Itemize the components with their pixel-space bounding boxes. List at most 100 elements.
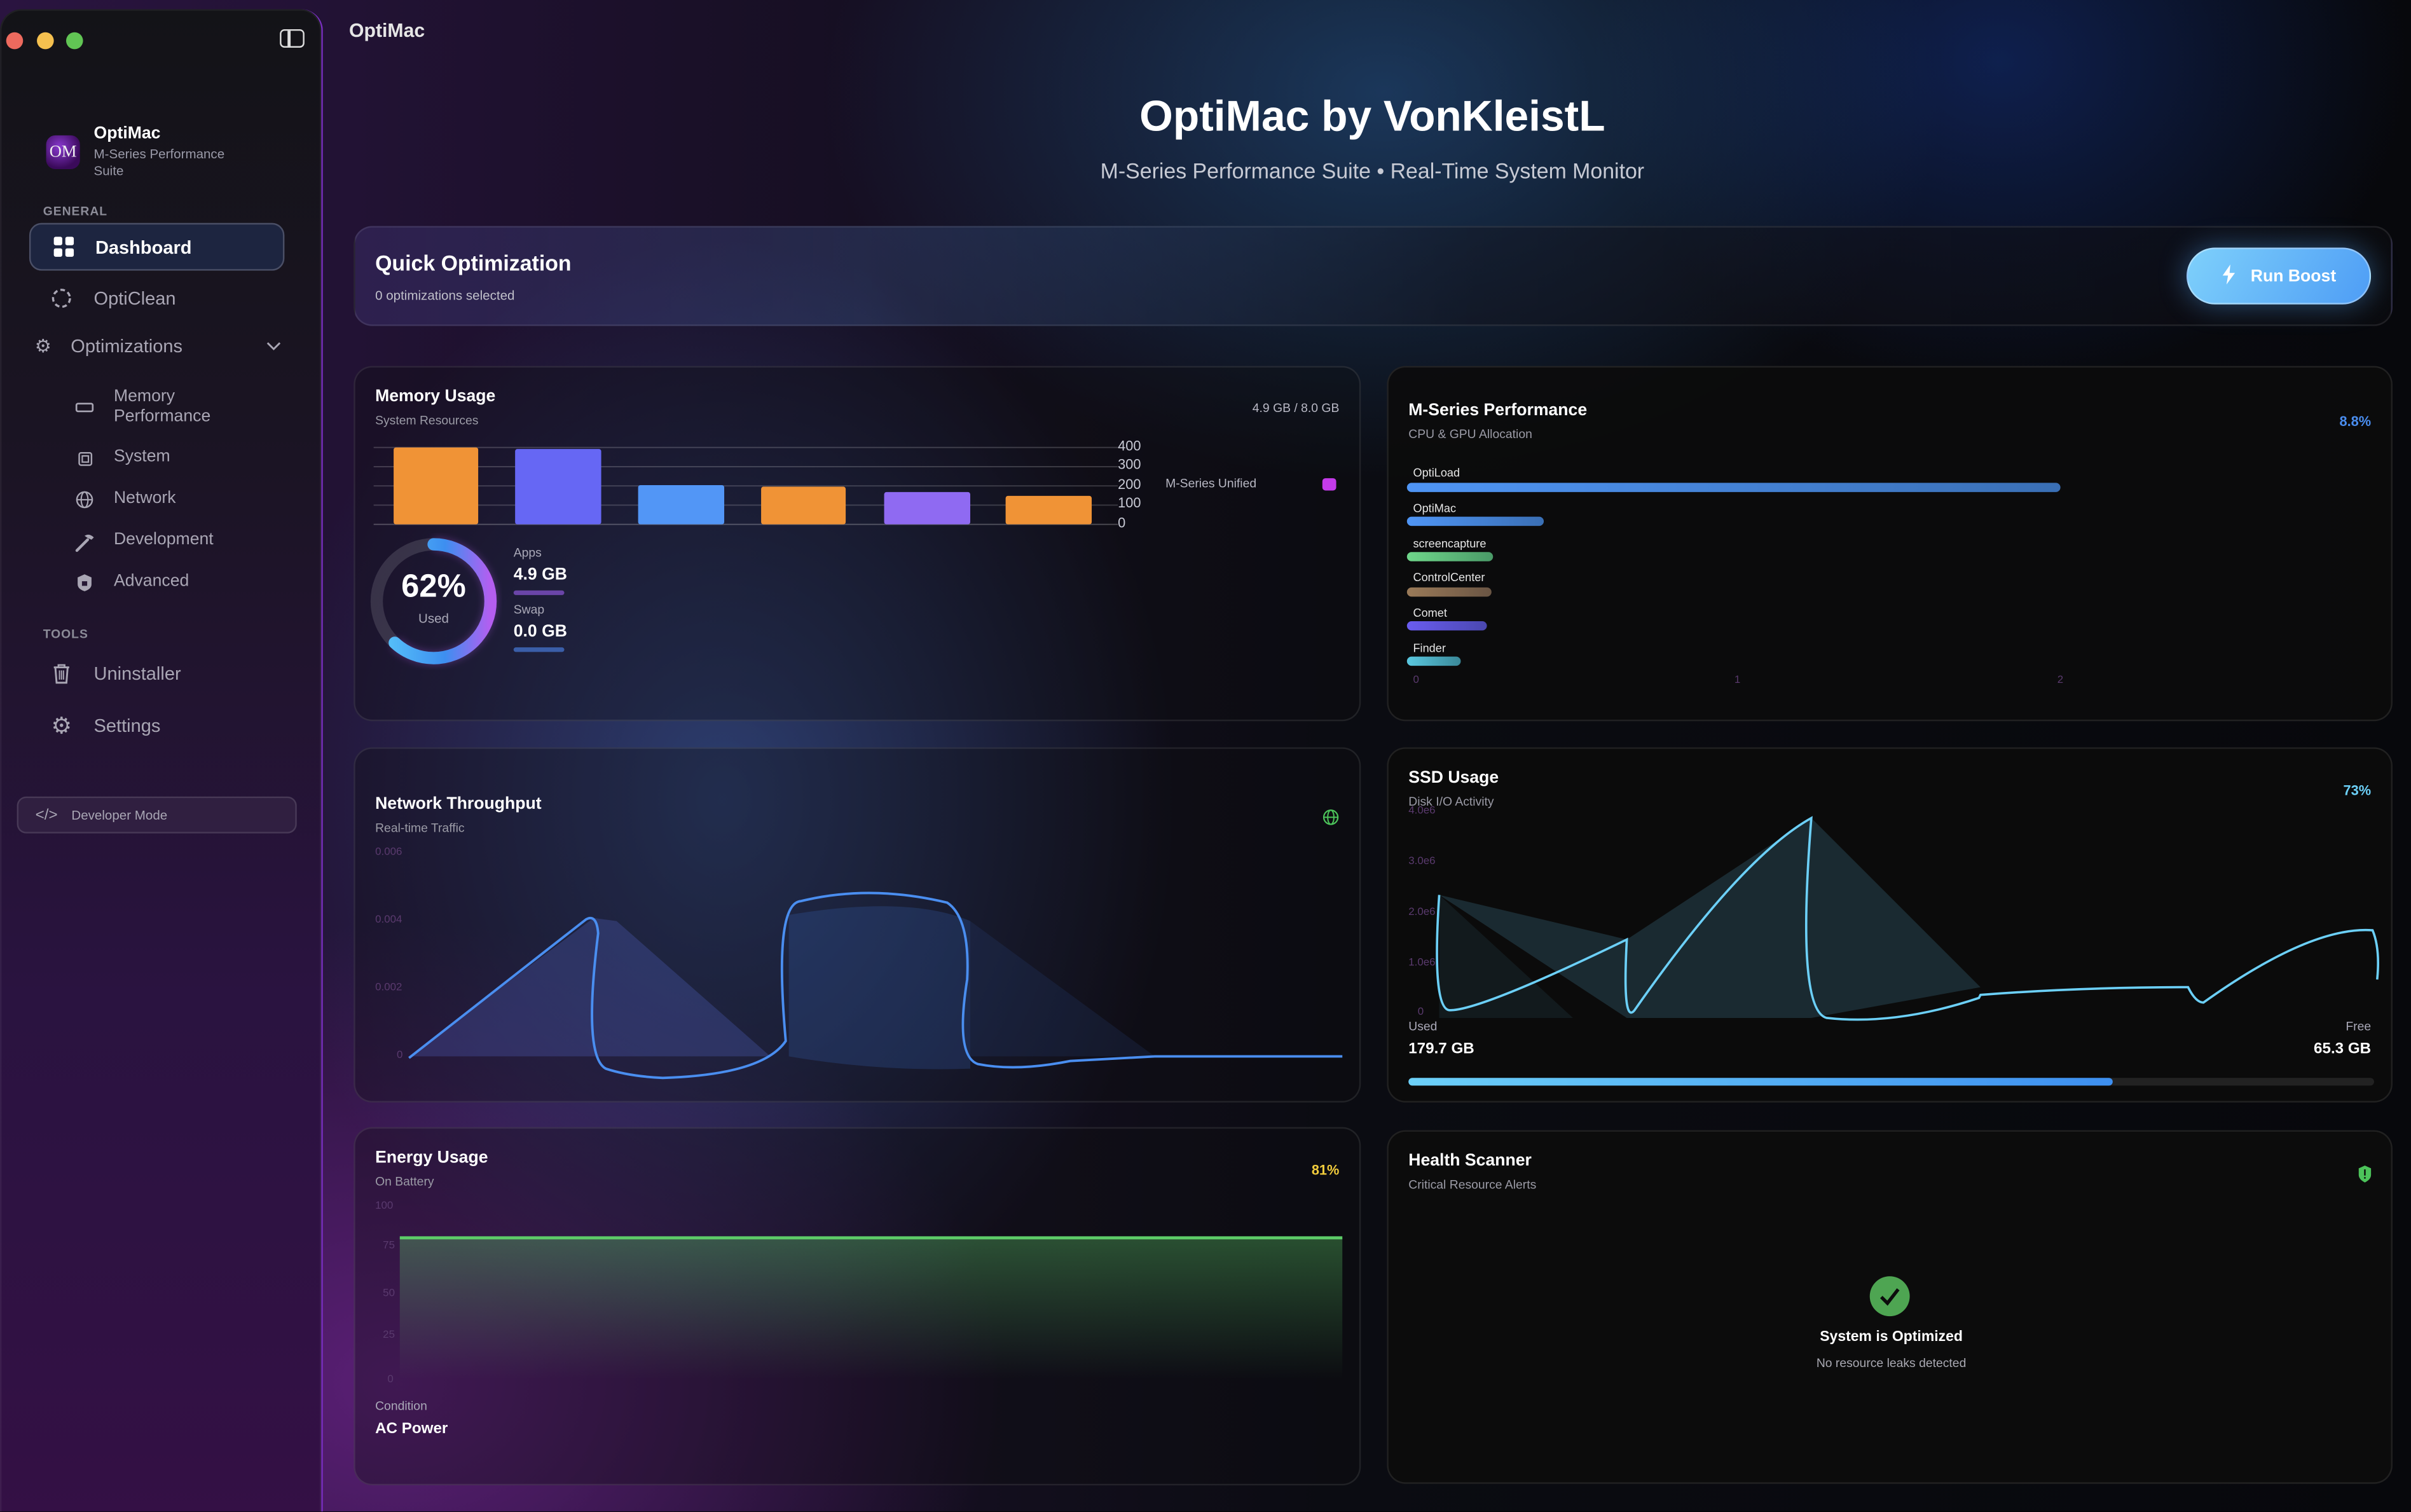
memory-bar-chart <box>373 446 1118 525</box>
sidebar: OM OptiMac M-Series Performance Suite GE… <box>0 9 323 1512</box>
process-label: Finder <box>1413 641 1446 656</box>
check-circle-icon <box>1869 1276 1910 1324</box>
process-bar-comet <box>1406 621 1487 631</box>
y-tick: 3.0e6 <box>1408 856 1436 867</box>
sidebar-subitem-label: System <box>113 447 170 466</box>
sidebar-subitem-system[interactable]: System <box>74 448 170 469</box>
process-label: OptiLoad <box>1413 465 1460 480</box>
sidebar-subitem-label: Memory Performance <box>113 387 211 426</box>
zoom-window-button[interactable] <box>65 32 83 50</box>
condition-value: AC Power <box>375 1420 448 1438</box>
minimize-window-button[interactable] <box>37 32 54 50</box>
apps-bar <box>513 590 565 595</box>
ssd-subtitle: Disk I/O Activity <box>1408 795 1494 809</box>
page-title: OptiMac by VonKleistL <box>1139 92 1605 141</box>
sidebar-item-optimizations[interactable]: ⚙ Optimizations <box>12 321 296 369</box>
brand-name: OptiMac <box>93 124 161 143</box>
gear-icon: ⚙ <box>51 712 72 739</box>
m-series-performance-card: M-Series Performance CPU & GPU Allocatio… <box>1387 366 2393 722</box>
memory-percent: 62% <box>401 568 466 605</box>
ssd-used-value: 179.7 GB <box>1408 1041 1474 1058</box>
page-subtitle: M-Series Performance Suite • Real-Time S… <box>1100 158 1645 183</box>
dashed-circle-icon <box>49 285 74 310</box>
quick-optimization-card: Quick Optimization 0 optimizations selec… <box>354 226 2393 326</box>
y-tick: 25 <box>383 1330 395 1341</box>
grid-icon <box>51 235 76 259</box>
process-label: screencapture <box>1413 537 1487 551</box>
x-tick: 1 <box>1734 675 1741 686</box>
ssd-free-label: Free <box>2346 1019 2372 1034</box>
gears-icon: ⚙ <box>34 334 52 356</box>
ssd-area-chart <box>1436 816 2379 1021</box>
memory-usage-card: Memory Usage System Resources 4.9 GB / 8… <box>354 366 1361 722</box>
developer-mode-button[interactable]: </> Developer Mode <box>17 796 297 834</box>
code-icon: </> <box>35 806 58 824</box>
sidebar-item-uninstaller[interactable]: Uninstaller <box>29 649 284 697</box>
sidebar-subitem-memory-performance[interactable]: Memory Performance <box>74 387 237 427</box>
y-tick: 4.0e6 <box>1408 806 1436 817</box>
condition-label: Condition <box>375 1399 427 1413</box>
y-tick: 400 <box>1118 438 1141 454</box>
brand-subtitle: M-Series Performance Suite <box>93 146 225 178</box>
memory-legend-label: M-Series Unified <box>1165 476 1257 491</box>
y-tick: 100 <box>375 1200 394 1212</box>
sidebar-item-opticlean[interactable]: OptiClean <box>29 273 284 321</box>
process-bar-optimac <box>1406 516 1544 526</box>
performance-title: M-Series Performance <box>1408 401 1588 420</box>
run-boost-label: Run Boost <box>2250 266 2337 285</box>
developer-mode-label: Developer Mode <box>71 807 168 823</box>
process-label: OptiMac <box>1413 501 1457 516</box>
bolt-icon <box>2222 263 2236 289</box>
swap-value: 0.0 GB <box>513 622 568 642</box>
chevron-down-icon[interactable] <box>266 334 281 355</box>
health-status-subtitle: No resource leaks detected <box>1816 1356 1967 1370</box>
trash-icon <box>49 661 74 685</box>
energy-percent: 81% <box>1311 1162 1340 1178</box>
window-title: OptiMac <box>348 20 425 42</box>
memory-total: 4.9 GB / 8.0 GB <box>1252 401 1340 415</box>
energy-area-fill <box>399 1237 1343 1380</box>
ssd-used-label: Used <box>1408 1019 1438 1034</box>
sidebar-item-label: Dashboard <box>95 236 192 258</box>
process-bar-screencapture <box>1406 552 1494 561</box>
sidebar-item-label: OptiClean <box>93 287 176 308</box>
apps-value: 4.9 GB <box>513 565 568 584</box>
health-subtitle: Critical Resource Alerts <box>1408 1178 1537 1192</box>
memory-subtitle: System Resources <box>375 413 479 428</box>
y-tick: 100 <box>1118 495 1141 511</box>
ssd-usage-card: SSD Usage Disk I/O Activity 73% 4.0e6 3.… <box>1387 747 2393 1103</box>
y-tick: 0.002 <box>375 982 402 994</box>
process-bar-controlcenter <box>1406 587 1492 597</box>
sidebar-subitem-development[interactable]: Development <box>74 530 214 552</box>
sidebar-subitem-label: Network <box>113 489 176 508</box>
sidebar-subitem-label: Advanced <box>113 572 189 591</box>
sidebar-toggle-icon[interactable] <box>280 29 305 48</box>
health-status-title: System is Optimized <box>1820 1328 1963 1346</box>
process-bar-finder <box>1406 656 1461 666</box>
y-tick: 1.0e6 <box>1408 958 1436 969</box>
sidebar-item-dashboard[interactable]: Dashboard <box>29 223 285 271</box>
shield-alert-icon <box>2358 1162 2372 1190</box>
memory-icon <box>74 397 95 418</box>
y-tick: 50 <box>383 1288 395 1300</box>
globe-icon <box>74 489 95 511</box>
network-line-chart <box>408 891 1343 1080</box>
sidebar-item-settings[interactable]: ⚙ Settings <box>29 701 284 749</box>
y-tick: 200 <box>1118 476 1141 492</box>
app-logo: OM <box>46 135 80 170</box>
y-tick: 0 <box>1118 515 1126 531</box>
run-boost-button[interactable]: Run Boost <box>2186 247 2372 305</box>
sidebar-subitem-advanced[interactable]: Advanced <box>74 572 189 594</box>
close-window-button[interactable] <box>6 32 24 50</box>
ssd-percent: 73% <box>2343 782 2372 799</box>
memory-usage-ring <box>370 538 497 664</box>
process-label: ControlCenter <box>1413 570 1485 584</box>
hammer-icon <box>74 530 95 552</box>
network-throughput-card: Network Throughput Real-time Traffic 0.0… <box>354 747 1361 1103</box>
apps-label: Apps <box>513 546 542 560</box>
sidebar-item-label: Settings <box>93 714 161 736</box>
y-tick: 0.006 <box>375 847 402 858</box>
ssd-free-value: 65.3 GB <box>2314 1041 2372 1058</box>
sidebar-subitem-network[interactable]: Network <box>74 489 176 511</box>
